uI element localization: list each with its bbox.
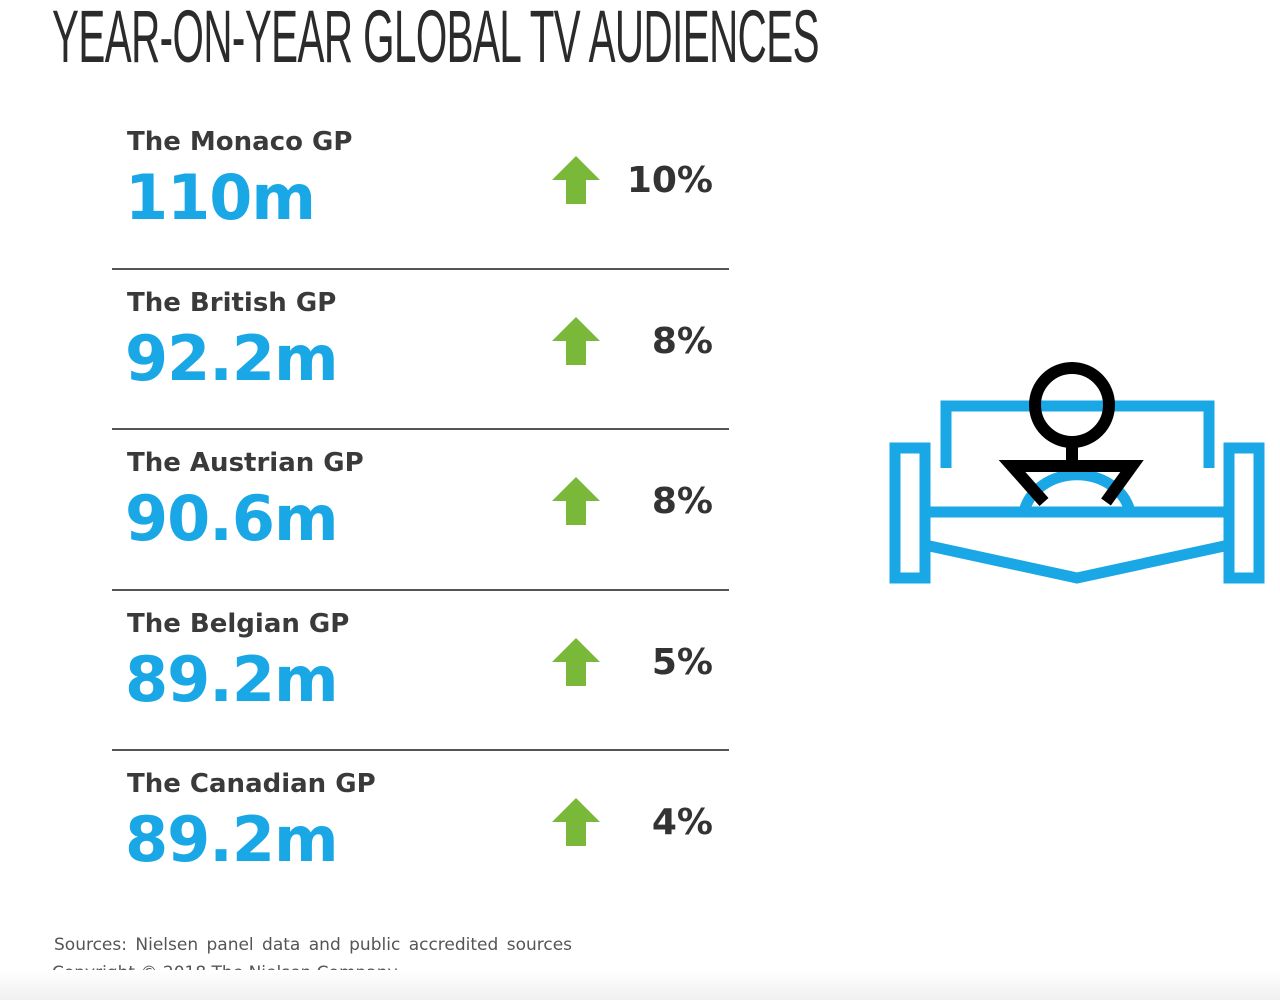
arrow-up-icon [552, 637, 600, 686]
sources-note: Sources: Nielsen panel data and public a… [54, 935, 573, 955]
chart-title: YEAR-ON-YEAR GLOBAL TV AUDIENCES [52, 0, 820, 78]
table-row: The Belgian GP 89.2m 5% [112, 591, 729, 751]
race-label: The British GP [127, 287, 337, 318]
arrow-up-icon [552, 798, 600, 846]
audience-value: 89.2m [125, 803, 339, 876]
audience-value: 110m [125, 161, 316, 234]
race-label: The Canadian GP [127, 769, 376, 799]
arrow-up-icon [552, 156, 600, 204]
table-row: The Austrian GP 90.6m 8% [112, 430, 729, 591]
audience-value: 92.2m [125, 321, 339, 395]
change-value: 10% [626, 160, 713, 201]
bottom-fade [0, 970, 1280, 1000]
audience-value: 89.2m [125, 642, 339, 716]
audience-table: The Monaco GP 110m 10% The British GP 92… [112, 109, 729, 912]
audience-value: 90.6m [125, 482, 339, 555]
change-value: 5% [651, 641, 713, 683]
table-row: The British GP 92.2m 8% [112, 270, 729, 430]
arrow-up-icon [552, 477, 600, 525]
race-label: The Monaco GP [127, 127, 353, 157]
race-label: The Belgian GP [127, 608, 350, 639]
table-row: The Canadian GP 89.2m 4% [112, 751, 729, 912]
f1-car-driver-icon [889, 362, 1265, 584]
change-value: 8% [651, 481, 713, 522]
table-row: The Monaco GP 110m 10% [112, 109, 729, 270]
arrow-up-icon [552, 316, 600, 365]
change-value: 8% [651, 320, 713, 362]
change-value: 4% [651, 802, 713, 843]
race-label: The Austrian GP [127, 448, 364, 478]
